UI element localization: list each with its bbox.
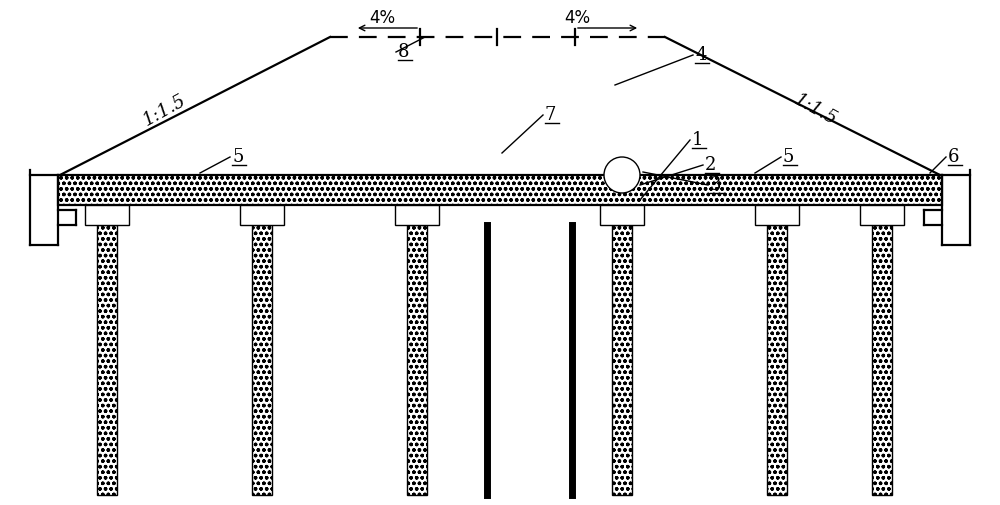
Bar (600, 205, 644, 225)
Bar (407, 225, 427, 495)
Bar (240, 205, 284, 225)
Text: 1:1.5: 1:1.5 (140, 91, 190, 129)
Bar (860, 205, 904, 225)
Bar (395, 205, 439, 225)
Bar (58, 175, 942, 205)
Text: 8: 8 (398, 43, 410, 61)
Bar (97, 225, 117, 495)
Text: 4%: 4% (564, 9, 590, 27)
Text: 4%: 4% (369, 9, 395, 27)
Text: 7: 7 (545, 106, 556, 124)
Circle shape (604, 157, 640, 193)
Bar (755, 205, 799, 225)
Text: 3: 3 (710, 176, 722, 194)
Text: 2: 2 (705, 156, 716, 174)
Text: 1:1.5: 1:1.5 (790, 91, 840, 129)
Text: 4: 4 (695, 46, 706, 64)
Bar (872, 225, 892, 495)
Bar (252, 225, 272, 495)
Text: 6: 6 (948, 148, 960, 166)
Text: 1: 1 (692, 131, 704, 149)
Bar (85, 205, 129, 225)
Bar (58, 175, 942, 205)
Text: 5: 5 (232, 148, 243, 166)
Text: 5: 5 (783, 148, 794, 166)
Bar (612, 225, 632, 495)
Bar (767, 225, 787, 495)
